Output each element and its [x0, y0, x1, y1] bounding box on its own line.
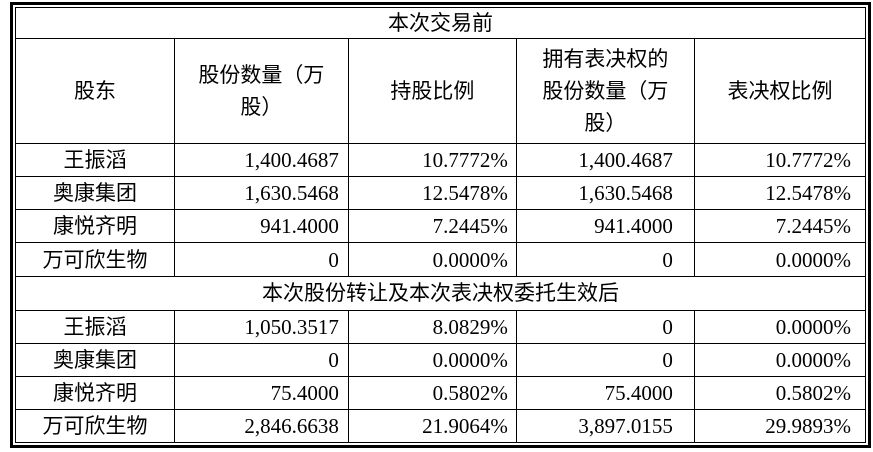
table-row: 万可欣生物 2,846.6638 21.9064% 3,897.0155 29.… — [15, 408, 867, 444]
column-header-voting-ratio: 表决权比例 — [693, 38, 867, 145]
section1-title: 本次交易前 — [15, 6, 866, 40]
voting-share-count-cell: 0 — [515, 342, 695, 377]
table-row: 万可欣生物 0 0.0000% 0 0.0000% — [15, 242, 867, 277]
section2-title-row: 本次股份转让及本次表决权委托生效后 — [15, 275, 866, 311]
holding-ratio-cell: 12.5478% — [347, 176, 517, 211]
voting-share-count-cell: 0 — [515, 242, 695, 277]
holding-ratio-cell: 10.7772% — [347, 143, 517, 178]
shareholder-cell: 奥康集团 — [15, 176, 175, 211]
voting-share-count-cell: 3,897.0155 — [515, 408, 695, 444]
voting-share-count-cell: 1,400.4687 — [515, 143, 695, 178]
share-count-cell: 0 — [173, 342, 349, 377]
voting-ratio-cell: 7.2445% — [693, 209, 867, 244]
table-row: 奥康集团 0 0.0000% 0 0.0000% — [15, 342, 867, 377]
voting-ratio-cell: 0.0000% — [693, 309, 867, 344]
shareholding-table-grid: 本次交易前 股东 股份数量（万 股） 持股比例 拥有表决权的 股份数量（万 股）… — [15, 6, 867, 444]
voting-ratio-cell: 29.9893% — [693, 408, 867, 444]
shareholder-cell: 王振滔 — [15, 309, 175, 344]
table-row: 王振滔 1,400.4687 10.7772% 1,400.4687 10.77… — [15, 143, 867, 178]
holding-ratio-cell: 0.5802% — [347, 375, 517, 410]
shareholder-cell: 万可欣生物 — [15, 242, 175, 277]
shareholder-cell: 康悦齐明 — [15, 209, 175, 244]
section2-title: 本次股份转让及本次表决权委托生效后 — [15, 275, 866, 311]
share-count-cell: 2,846.6638 — [173, 408, 349, 444]
voting-ratio-cell: 0.5802% — [693, 375, 867, 410]
share-count-cell: 1,400.4687 — [173, 143, 349, 178]
column-header-holding-ratio: 持股比例 — [347, 38, 517, 145]
share-count-cell: 75.4000 — [173, 375, 349, 410]
share-count-cell: 941.4000 — [173, 209, 349, 244]
table-row: 王振滔 1,050.3517 8.0829% 0 0.0000% — [15, 309, 867, 344]
table-row: 奥康集团 1,630.5468 12.5478% 1,630.5468 12.5… — [15, 176, 867, 211]
holding-ratio-cell: 0.0000% — [347, 242, 517, 277]
shareholder-cell: 王振滔 — [15, 143, 175, 178]
voting-ratio-cell: 10.7772% — [693, 143, 867, 178]
table-row: 康悦齐明 941.4000 7.2445% 941.4000 7.2445% — [15, 209, 867, 244]
voting-share-count-cell: 941.4000 — [515, 209, 695, 244]
holding-ratio-cell: 21.9064% — [347, 408, 517, 444]
section1-title-row: 本次交易前 — [15, 6, 866, 40]
voting-share-count-cell: 1,630.5468 — [515, 176, 695, 211]
voting-share-count-cell: 0 — [515, 309, 695, 344]
column-header-row: 股东 股份数量（万 股） 持股比例 拥有表决权的 股份数量（万 股） 表决权比例 — [15, 38, 867, 145]
column-header-share-count: 股份数量（万 股） — [173, 38, 349, 145]
holding-ratio-cell: 7.2445% — [347, 209, 517, 244]
column-header-shareholder: 股东 — [15, 38, 175, 145]
share-count-cell: 1,050.3517 — [173, 309, 349, 344]
shareholder-cell: 康悦齐明 — [15, 375, 175, 410]
voting-ratio-cell: 0.0000% — [693, 242, 867, 277]
holding-ratio-cell: 0.0000% — [347, 342, 517, 377]
share-count-cell: 0 — [173, 242, 349, 277]
holding-ratio-cell: 8.0829% — [347, 309, 517, 344]
voting-share-count-cell: 75.4000 — [515, 375, 695, 410]
table-row: 康悦齐明 75.4000 0.5802% 75.4000 0.5802% — [15, 375, 867, 410]
share-count-cell: 1,630.5468 — [173, 176, 349, 211]
voting-ratio-cell: 0.0000% — [693, 342, 867, 377]
voting-ratio-cell: 12.5478% — [693, 176, 867, 211]
shareholding-table: 本次交易前 股东 股份数量（万 股） 持股比例 拥有表决权的 股份数量（万 股）… — [10, 2, 871, 448]
shareholder-cell: 奥康集团 — [15, 342, 175, 377]
shareholder-cell: 万可欣生物 — [15, 408, 175, 444]
column-header-voting-share-count: 拥有表决权的 股份数量（万 股） — [515, 38, 695, 145]
